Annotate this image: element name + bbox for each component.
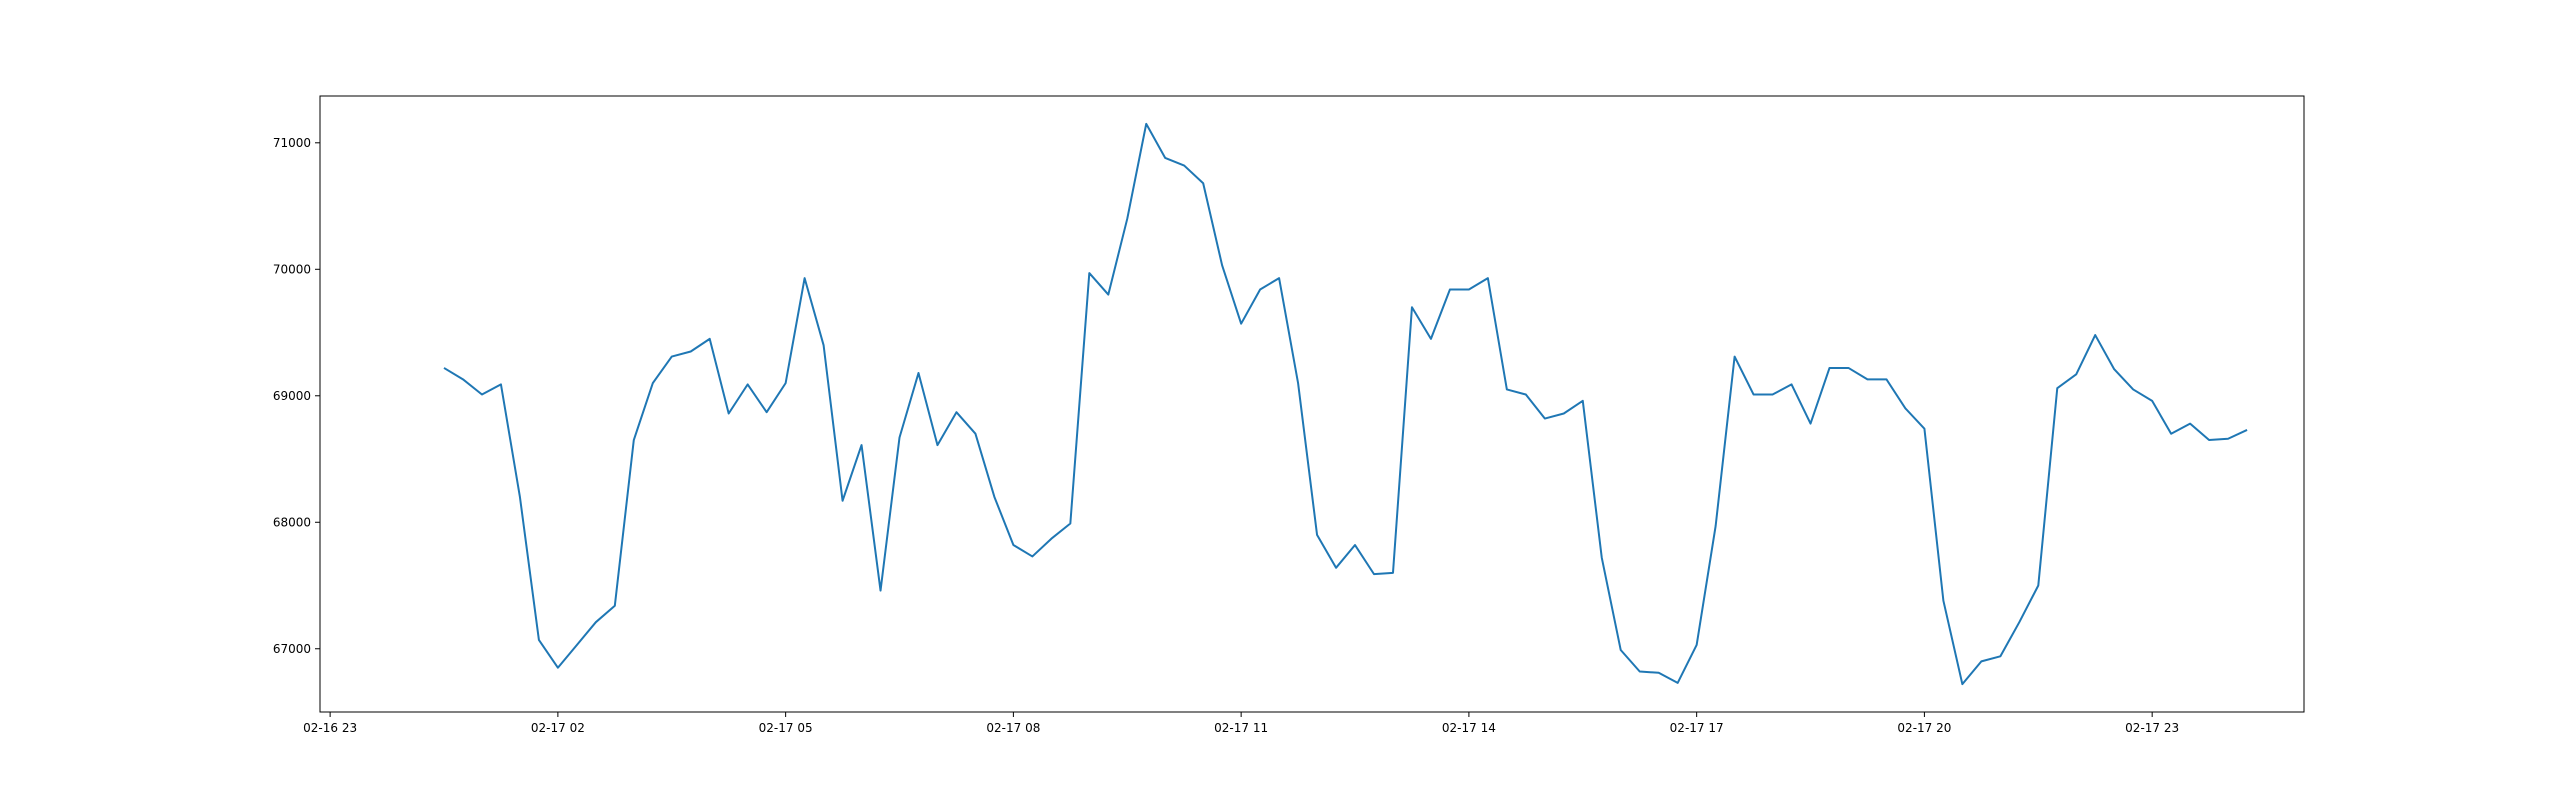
x-axis: 02-16 23 02-17 02 02-17 05 02-17 08 02-17 11… — [303, 712, 2179, 735]
x-tick-label: 02-17 23 — [2125, 721, 2179, 735]
y-tick-label: 70000 — [273, 262, 311, 276]
y-tick-label: 69000 — [273, 389, 311, 403]
y-tick-label: 68000 — [273, 515, 311, 529]
y-axis: 67000 68000 69000 70000 71000 — [273, 136, 320, 656]
plot-area — [320, 96, 2304, 712]
y-tick-label: 71000 — [273, 136, 311, 150]
x-tick-label: 02-17 02 — [531, 721, 585, 735]
series-layer — [443, 122, 2248, 686]
series-line-0 — [443, 122, 2248, 686]
y-tick-label: 67000 — [273, 642, 311, 656]
x-tick-label: 02-17 20 — [1897, 721, 1951, 735]
x-tick-label: 02-17 17 — [1670, 721, 1724, 735]
x-tick-label: 02-17 14 — [1442, 721, 1496, 735]
x-tick-label: 02-17 11 — [1214, 721, 1268, 735]
x-tick-label: 02-17 08 — [986, 721, 1040, 735]
x-tick-label: 02-16 23 — [303, 721, 357, 735]
x-tick-label: 02-17 05 — [759, 721, 813, 735]
plot-frame — [319, 95, 2305, 713]
